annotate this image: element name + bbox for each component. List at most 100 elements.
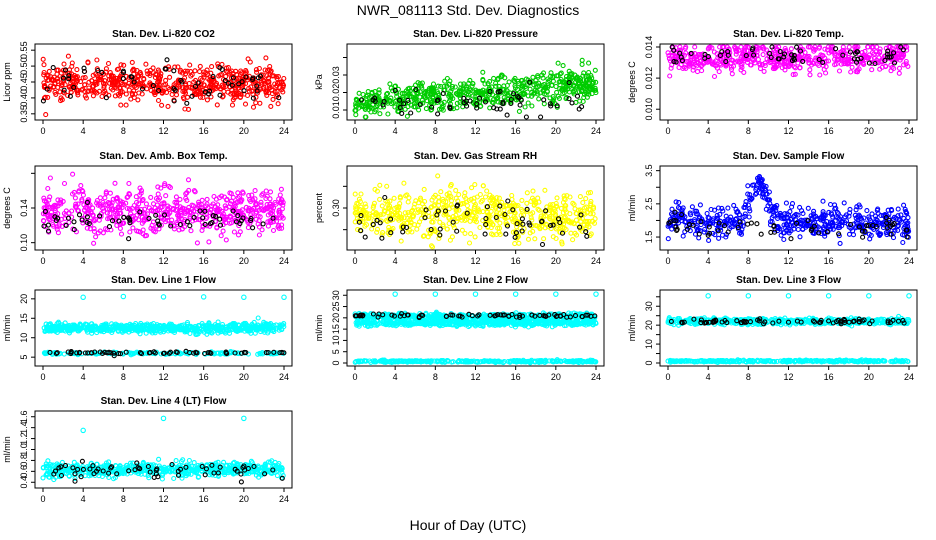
- point: [690, 67, 696, 73]
- point: [369, 226, 375, 232]
- point: [403, 88, 409, 94]
- point: [554, 89, 560, 95]
- point: [155, 97, 162, 104]
- point: [204, 97, 210, 103]
- point: [220, 228, 226, 234]
- point: [353, 104, 359, 110]
- point: [372, 98, 378, 104]
- point: [783, 200, 789, 206]
- point: [182, 106, 188, 112]
- y-tick-label: 1.5: [644, 231, 654, 244]
- point: [555, 60, 561, 66]
- point: [758, 231, 764, 237]
- point: [62, 82, 68, 88]
- point: [129, 92, 136, 98]
- point: [869, 67, 875, 73]
- point: [559, 79, 565, 85]
- point: [822, 46, 828, 52]
- point: [435, 173, 441, 179]
- point: [470, 80, 476, 87]
- point: [846, 44, 852, 50]
- y-tick-label: 0.01: [331, 101, 341, 119]
- point: [365, 102, 371, 108]
- point: [570, 237, 576, 243]
- point: [505, 198, 511, 204]
- point: [521, 92, 527, 98]
- point: [143, 61, 149, 67]
- point: [401, 101, 407, 107]
- point: [580, 98, 586, 105]
- x-tick-label: 16: [199, 256, 209, 266]
- point: [592, 67, 598, 73]
- point: [471, 101, 477, 107]
- point: [112, 93, 118, 99]
- point: [414, 226, 420, 232]
- x-tick-label: 4: [706, 256, 711, 266]
- point: [584, 91, 590, 97]
- point: [136, 90, 142, 96]
- point: [40, 56, 46, 62]
- x-tick-label: 20: [864, 256, 874, 266]
- point: [135, 97, 141, 103]
- point: [80, 86, 86, 92]
- point: [453, 187, 459, 193]
- point: [129, 59, 135, 65]
- point: [377, 196, 383, 202]
- point: [94, 57, 100, 63]
- point: [429, 91, 435, 97]
- y-tick-label: 0.012: [644, 67, 654, 90]
- point: [118, 231, 125, 237]
- panel-3: Stan. Dev. Li-820 Temp.degrees C0 4 8 12 16 2…: [627, 29, 918, 136]
- x-tick-label: 16: [199, 372, 209, 382]
- point: [704, 210, 710, 217]
- point: [729, 71, 735, 77]
- y-tick-label: 0.014: [644, 36, 654, 59]
- point: [250, 95, 256, 101]
- x-tick-label: 8: [746, 126, 751, 136]
- point: [532, 236, 538, 242]
- point: [93, 79, 99, 85]
- point: [121, 62, 127, 68]
- point: [519, 197, 525, 203]
- point: [586, 69, 592, 76]
- point: [515, 78, 521, 84]
- point: [665, 236, 671, 242]
- point: [493, 83, 499, 89]
- point: [163, 193, 169, 199]
- point: [466, 240, 473, 246]
- point: [163, 77, 169, 83]
- point: [220, 93, 226, 99]
- point: [82, 75, 88, 81]
- point: [267, 189, 274, 195]
- point: [65, 53, 71, 59]
- point: [461, 81, 467, 87]
- point: [358, 97, 364, 103]
- point: [159, 102, 165, 108]
- point: [522, 104, 528, 110]
- point: [491, 75, 497, 81]
- point: [231, 229, 237, 235]
- point: [560, 63, 566, 69]
- point: [76, 212, 83, 218]
- point: [171, 68, 177, 74]
- point: [408, 110, 414, 116]
- point: [579, 104, 585, 110]
- point: [697, 202, 703, 208]
- y-tick-label: 0.010: [644, 98, 654, 121]
- point: [242, 101, 249, 107]
- y-tick-label: 0.10: [19, 234, 29, 252]
- point: [564, 80, 570, 86]
- point: [188, 228, 194, 234]
- point: [542, 187, 548, 193]
- point: [280, 89, 286, 95]
- point: [77, 79, 84, 85]
- point: [467, 86, 473, 92]
- point: [185, 177, 192, 183]
- point: [731, 202, 737, 208]
- point: [213, 80, 220, 86]
- x-tick-label: 24: [591, 126, 601, 136]
- point: [407, 93, 413, 99]
- point: [256, 65, 262, 72]
- point: [541, 86, 547, 92]
